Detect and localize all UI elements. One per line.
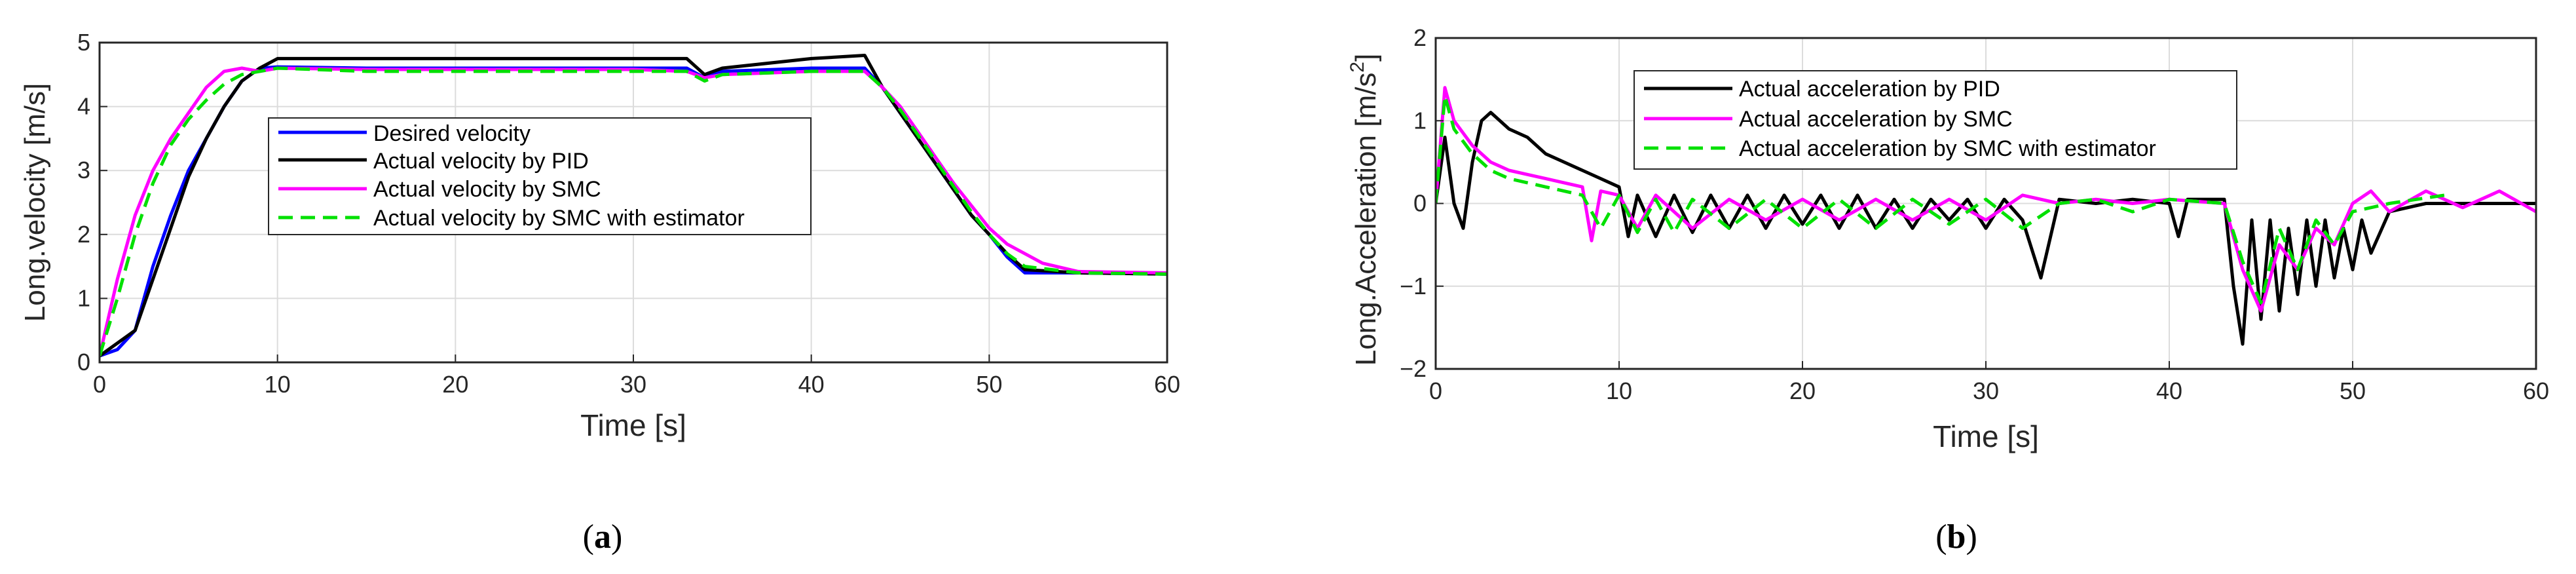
x-axis-label-a: Time [s] bbox=[580, 408, 686, 442]
x-tick-label-b-0: 0 bbox=[1429, 377, 1442, 404]
legend-label-a-1: Actual velocity by PID bbox=[373, 149, 589, 174]
caption-b: (b) bbox=[1935, 518, 1977, 556]
x-tick-label-a-4: 40 bbox=[798, 371, 825, 398]
y-tick-label-b-1: −1 bbox=[1400, 273, 1427, 299]
x-tick-label-b-3: 30 bbox=[1973, 377, 1999, 404]
x-axis-label-b: Time [s] bbox=[1933, 419, 2039, 453]
legend-b: Actual acceleration by PID Actual accele… bbox=[1633, 70, 2237, 170]
y-tick-label-b-2: 0 bbox=[1413, 190, 1427, 217]
y-axis-label-b-suffix: ] bbox=[1350, 54, 1382, 62]
y-axis-label-a: Long.velocity [m/s] bbox=[19, 83, 51, 322]
series-group-b bbox=[1436, 86, 2536, 346]
ticks-b: 0 10 20 30 40 50 60 −2 −1 0 1 2 bbox=[1400, 24, 2549, 404]
x-tick-label-b-2: 20 bbox=[1789, 377, 1816, 404]
ticks-a: 0 10 20 30 40 50 60 0 1 2 3 4 5 bbox=[77, 29, 1180, 398]
y-tick-label-a-4: 4 bbox=[77, 93, 90, 120]
y-tick-label-a-3: 3 bbox=[77, 157, 90, 183]
series-line-b-1 bbox=[1436, 86, 2536, 313]
legend-label-b-0: Actual acceleration by PID bbox=[1739, 77, 2000, 102]
y-tick-label-a-1: 1 bbox=[77, 284, 90, 311]
x-tick-label-b-4: 40 bbox=[2156, 377, 2182, 404]
series-group-a bbox=[100, 54, 1167, 358]
y-tick-label-b-4: 2 bbox=[1413, 24, 1427, 51]
panel-a: 0 10 20 30 40 50 60 0 1 2 3 4 5 Time [s] Long.veloci… bbox=[19, 29, 1180, 556]
legend-label-a-0: Desired velocity bbox=[373, 121, 531, 146]
x-tick-label-b-1: 10 bbox=[1606, 377, 1632, 404]
series-line-a-2 bbox=[100, 66, 1167, 356]
x-tick-label-a-2: 20 bbox=[442, 371, 468, 398]
y-tick-label-b-3: 1 bbox=[1413, 107, 1427, 134]
x-tick-label-a-6: 60 bbox=[1154, 371, 1180, 398]
y-tick-label-b-0: −2 bbox=[1400, 355, 1427, 382]
series-line-a-3 bbox=[100, 66, 1167, 356]
y-axis-label-b-main: Long.Acceleration [m/s bbox=[1350, 73, 1382, 366]
legend-a: Desired velocity Actual velocity by PID … bbox=[268, 117, 812, 235]
series-line-a-1 bbox=[100, 54, 1167, 358]
x-tick-label-a-5: 50 bbox=[976, 371, 1002, 398]
x-tick-label-a-1: 10 bbox=[265, 371, 291, 398]
y-tick-label-a-0: 0 bbox=[77, 349, 90, 375]
caption-a: (a) bbox=[583, 518, 623, 556]
x-tick-label-a-0: 0 bbox=[93, 371, 106, 398]
panel-b: 0 10 20 30 40 50 60 −2 −1 0 1 2 Time [s] Long.Accel… bbox=[1347, 24, 2549, 556]
x-tick-label-b-5: 50 bbox=[2340, 377, 2366, 404]
legend-label-b-2: Actual acceleration by SMC with estimato… bbox=[1739, 136, 2156, 161]
y-axis-label-b: Long.Acceleration [m/s2] bbox=[1347, 54, 1382, 366]
legend-label-a-2: Actual velocity by SMC bbox=[373, 177, 601, 202]
y-tick-label-a-5: 5 bbox=[77, 29, 90, 56]
legend-box-a bbox=[268, 117, 812, 235]
y-tick-label-a-2: 2 bbox=[77, 221, 90, 248]
legend-box-b bbox=[1633, 70, 2237, 170]
legend-label-a-3: Actual velocity by SMC with estimator bbox=[373, 206, 745, 231]
caption-b-letter: b bbox=[1947, 518, 1966, 556]
legend-label-b-1: Actual acceleration by SMC bbox=[1739, 107, 2013, 132]
y-axis-label-b-sup: 2 bbox=[1347, 62, 1368, 73]
x-tick-label-a-3: 30 bbox=[620, 371, 646, 398]
x-tick-label-b-6: 60 bbox=[2523, 377, 2549, 404]
caption-a-letter: a bbox=[594, 518, 611, 556]
